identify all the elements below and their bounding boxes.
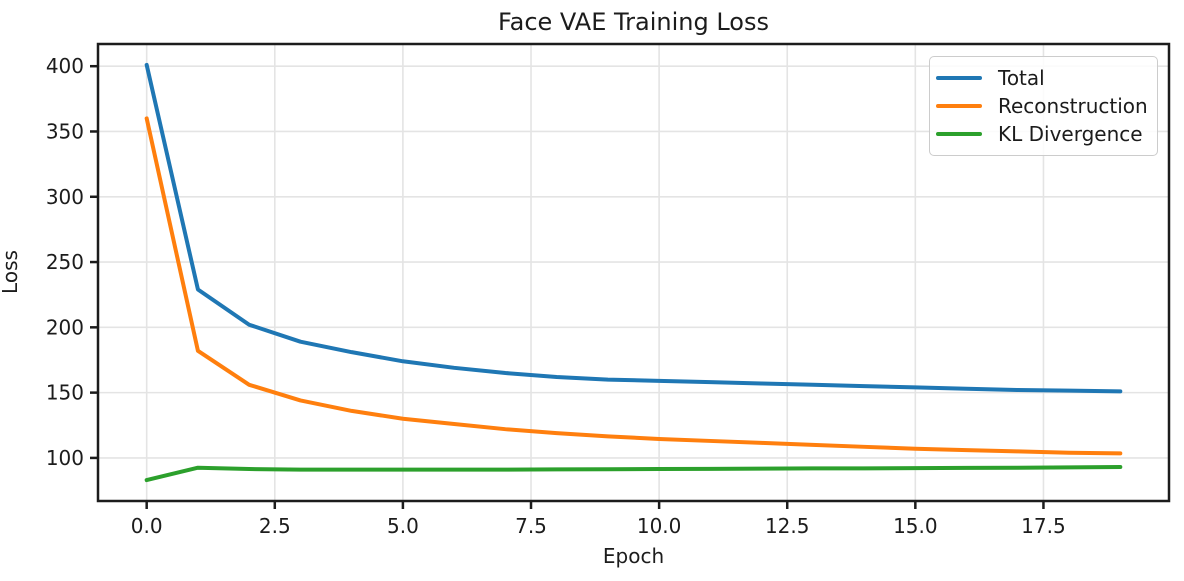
y-tick-label: 400 (46, 54, 84, 78)
legend: Total Reconstruction KL Divergence (929, 56, 1158, 156)
x-tick-label: 17.5 (1021, 514, 1066, 538)
y-tick-label: 150 (46, 381, 84, 405)
chart-title: Face VAE Training Loss (498, 8, 769, 36)
legend-label-total: Total (998, 66, 1045, 90)
legend-label-kl-divergence: KL Divergence (998, 122, 1143, 146)
y-tick-label: 300 (46, 185, 84, 209)
legend-label-reconstruction: Reconstruction (998, 94, 1148, 118)
y-tick-label: 250 (46, 250, 84, 274)
legend-item-reconstruction: Reconstruction (936, 92, 1148, 120)
series-line-reconstruction (144, 116, 1123, 456)
series-line-total (144, 62, 1123, 394)
x-tick-label: 0.0 (131, 514, 163, 538)
x-axis-label: Epoch (602, 544, 665, 568)
legend-swatch-kl-divergence-line-icon (936, 132, 982, 136)
x-tick-label: 15.0 (893, 514, 938, 538)
x-tick-label: 2.5 (259, 514, 291, 538)
series-line-kl-divergence (144, 465, 1123, 483)
legend-item-kl-divergence: KL Divergence (936, 120, 1147, 148)
axes-spines (96, 42, 1171, 503)
x-tick-label: 12.5 (765, 514, 810, 538)
legend-item-total: Total (936, 64, 1147, 92)
x-tick-label: 5.0 (387, 514, 419, 538)
y-tick-label: 100 (46, 446, 84, 470)
legend-swatch-reconstruction-line-icon (936, 104, 982, 108)
x-tick-label: 7.5 (515, 514, 547, 538)
y-tick-label: 200 (46, 315, 84, 339)
legend-swatch-total-line-icon (936, 76, 982, 80)
x-tick-label: 10.0 (637, 514, 682, 538)
y-tick-label: 350 (46, 119, 84, 143)
